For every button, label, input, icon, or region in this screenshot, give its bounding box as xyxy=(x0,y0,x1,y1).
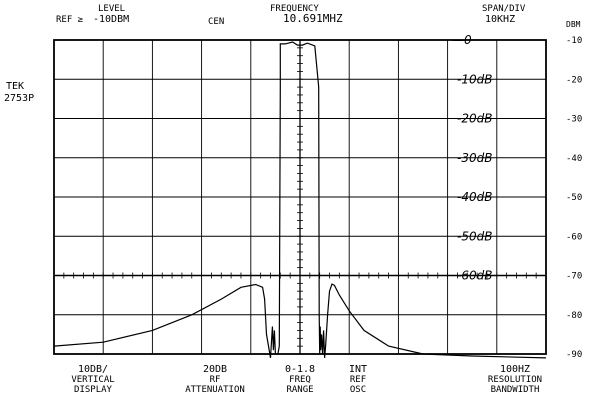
cen-label: CEN xyxy=(208,17,225,27)
level-label: LEVEL xyxy=(98,4,126,14)
annotation-label: -50dB xyxy=(457,229,492,243)
y-tick-label: -40 xyxy=(566,154,582,164)
annotation-label: -60dB xyxy=(457,269,492,283)
span-value: 10KHZ xyxy=(485,14,516,25)
y-tick-label: -30 xyxy=(566,115,582,125)
rbw-value: 100HZ xyxy=(499,364,531,375)
freq-value: 0-1.8 xyxy=(284,364,316,375)
frequency-value: 10.691MHZ xyxy=(283,12,343,25)
spectrum-trace xyxy=(53,41,547,359)
ref-label: REF ≥ xyxy=(56,15,84,25)
rbw-label-1: RESOLUTION xyxy=(487,375,543,385)
annotation-label: -40dB xyxy=(457,190,492,204)
annotation-label: -30dB xyxy=(457,151,492,165)
handwritten-annotations: —0 -10dB -20dB -30dB -40dB -50dB -60dB xyxy=(452,33,492,283)
freq-label-2: RANGE xyxy=(286,385,314,395)
brand-label: TEK xyxy=(6,81,25,92)
rf-value: 20DB xyxy=(202,364,228,375)
ref-osc-label-1: REF xyxy=(349,375,367,385)
span-label: SPAN/DIV xyxy=(482,4,526,14)
vertical-label-1: VERTICAL xyxy=(71,375,115,385)
annotation-label: -20dB xyxy=(457,112,492,126)
y-tick-label: -80 xyxy=(566,311,582,321)
ref-osc-value: INT xyxy=(348,364,368,375)
y-tick-label: -70 xyxy=(566,272,582,282)
model-label: 2753P xyxy=(4,93,35,104)
y-tick-label: -60 xyxy=(566,232,582,242)
y-axis-ticks: -10 -20 -30 -40 -50 -60 -70 -80 -90 xyxy=(566,36,582,360)
y-tick-label: -10 xyxy=(566,36,582,46)
frequency-label: FREQUENCY xyxy=(270,4,319,14)
vertical-label-2: DISPLAY xyxy=(74,385,112,395)
rf-label-1: RF xyxy=(209,375,221,385)
rbw-label-2: BANDWIDTH xyxy=(490,385,540,395)
y-tick-label: -90 xyxy=(566,350,582,360)
annotation-label: -10dB xyxy=(457,72,492,86)
y-tick-label: -50 xyxy=(566,193,582,203)
y-axis-unit: DBM xyxy=(566,20,581,29)
ref-value: -10DBM xyxy=(93,14,130,25)
vertical-value: 10DB/ xyxy=(77,364,109,375)
rf-label-2: ATTENUATION xyxy=(185,385,245,395)
y-tick-label: -20 xyxy=(566,75,582,85)
annotation-label: —0 xyxy=(452,33,472,47)
ref-osc-label-2: OSC xyxy=(349,385,367,395)
graticule xyxy=(53,39,547,355)
freq-label-1: FREQ xyxy=(289,375,311,385)
